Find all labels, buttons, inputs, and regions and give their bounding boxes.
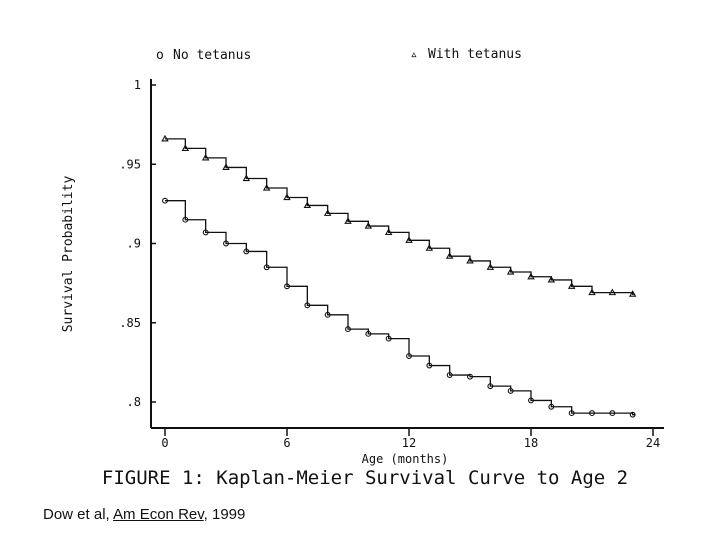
- point-with-tetanus: [547, 275, 556, 283]
- x-tick-label: 0: [161, 436, 168, 450]
- point-no-tetanus: [162, 197, 168, 204]
- point-no-tetanus: [365, 330, 372, 337]
- x-tick-label: 12: [402, 436, 416, 450]
- y-tick-label: 1: [134, 78, 141, 92]
- point-with-tetanus: [567, 282, 576, 289]
- point-with-tetanus: [222, 163, 230, 170]
- x-tick-label: 6: [283, 436, 290, 450]
- point-no-tetanus: [284, 283, 290, 290]
- x-axis-label: Age (months): [362, 452, 449, 466]
- point-no-tetanus: [324, 311, 331, 318]
- point-no-tetanus: [568, 410, 575, 417]
- point-with-tetanus: [608, 288, 617, 296]
- y-tick-label: .9: [127, 237, 141, 251]
- point-no-tetanus: [487, 383, 494, 390]
- point-no-tetanus: [507, 387, 514, 394]
- x-tick-label: 18: [524, 436, 538, 450]
- x-tick-label: 24: [646, 436, 660, 450]
- point-with-tetanus: [445, 252, 454, 259]
- point-no-tetanus: [629, 411, 636, 418]
- legend-marker-no-tetanus: o: [156, 48, 164, 63]
- point-with-tetanus: [262, 183, 271, 191]
- point-no-tetanus: [223, 240, 229, 247]
- y-axis-label: Survival Probability: [61, 176, 76, 333]
- series-line-with-tetanus: [165, 138, 635, 295]
- point-with-tetanus: [527, 272, 535, 280]
- point-with-tetanus: [283, 193, 291, 201]
- point-no-tetanus: [243, 248, 250, 255]
- point-with-tetanus: [405, 236, 413, 243]
- point-with-tetanus: [323, 209, 332, 216]
- point-no-tetanus: [345, 326, 351, 333]
- point-no-tetanus: [182, 216, 189, 223]
- point-no-tetanus: [589, 410, 595, 417]
- citation-year: , 1999: [203, 506, 246, 523]
- point-with-tetanus: [588, 288, 596, 296]
- figure-title: FIGURE 1: Kaplan-Meier Survival Curve to…: [102, 467, 628, 489]
- point-with-tetanus: [384, 228, 393, 235]
- point-no-tetanus: [528, 397, 534, 404]
- point-with-tetanus: [344, 217, 352, 224]
- point-with-tetanus: [303, 201, 312, 209]
- axis-ticks: .8 .85 .9 .95 1 0 6 12 18 24: [119, 78, 660, 450]
- y-tick-label: .95: [119, 157, 141, 171]
- point-with-tetanus: [364, 221, 373, 229]
- legend-marker-with-tetanus: ▵: [410, 47, 418, 62]
- point-with-tetanus: [486, 263, 495, 270]
- series-line-no-tetanus: [165, 200, 635, 416]
- point-with-tetanus: [466, 256, 474, 264]
- point-no-tetanus: [548, 403, 555, 410]
- point-with-tetanus: [506, 267, 515, 275]
- point-no-tetanus: [446, 372, 453, 379]
- legend-label-with-tetanus: With tetanus: [428, 47, 522, 62]
- point-no-tetanus: [609, 410, 616, 417]
- point-no-tetanus: [467, 373, 473, 380]
- series-layer: [161, 134, 637, 418]
- point-no-tetanus: [304, 302, 311, 309]
- legend: o No tetanus ▵ With tetanus: [156, 47, 522, 63]
- point-with-tetanus: [201, 153, 210, 161]
- chart-axes: [150, 79, 664, 429]
- y-tick-label: .8: [127, 395, 141, 409]
- point-with-tetanus: [161, 134, 169, 142]
- point-no-tetanus: [263, 264, 270, 271]
- y-tick-label: .85: [119, 316, 141, 330]
- point-with-tetanus: [425, 244, 434, 251]
- point-with-tetanus: [628, 290, 637, 297]
- citation-journal: Am Econ Rev: [113, 506, 204, 523]
- point-no-tetanus: [202, 229, 209, 236]
- point-with-tetanus: [242, 174, 251, 182]
- citation: Dow et al, Am Econ Rev, 1999: [43, 506, 245, 523]
- point-no-tetanus: [385, 335, 392, 342]
- point-with-tetanus: [181, 144, 190, 151]
- point-no-tetanus: [426, 362, 433, 369]
- point-no-tetanus: [406, 353, 412, 359]
- legend-label-no-tetanus: No tetanus: [173, 48, 251, 63]
- citation-authors: Dow et al,: [43, 506, 114, 523]
